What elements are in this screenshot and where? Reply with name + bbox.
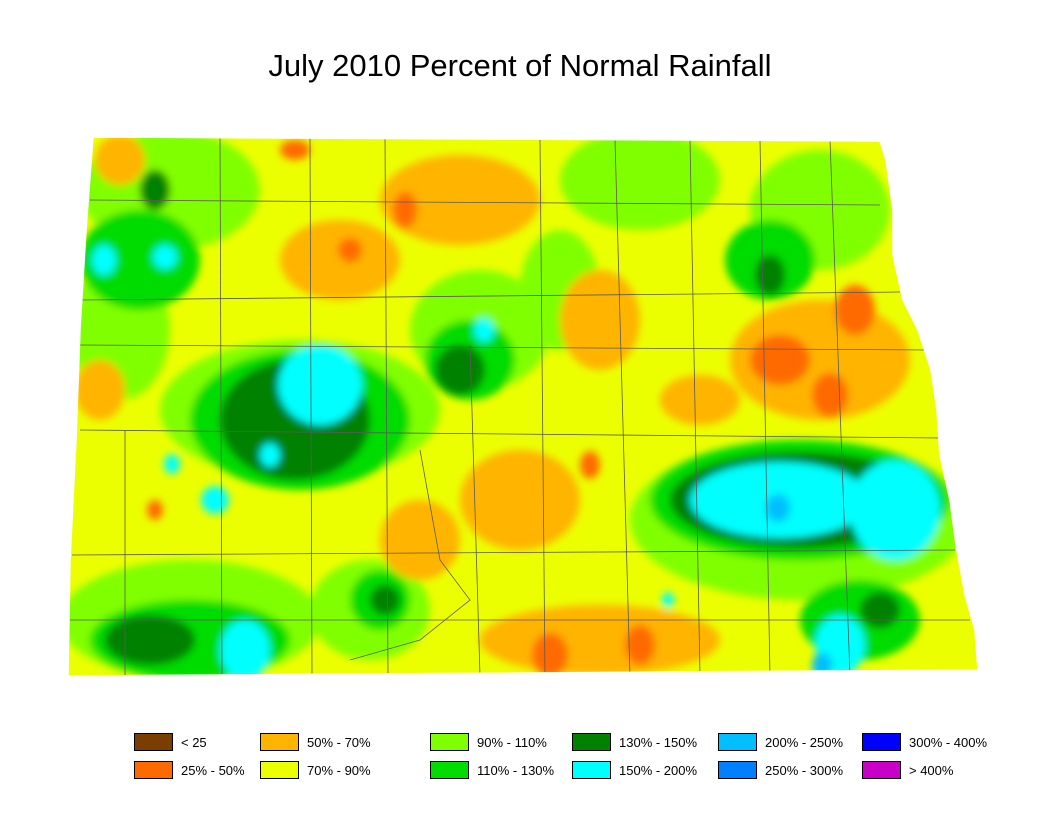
zone-25-50 <box>750 335 810 385</box>
county-line <box>614 139 631 676</box>
zone-150-200 <box>662 592 674 608</box>
state-outline <box>67 136 979 677</box>
legend-label: 50% - 70% <box>307 734 371 750</box>
zone-90-110 <box>560 137 720 230</box>
legend-swatch <box>718 733 757 751</box>
legend-label: 70% - 90% <box>307 762 371 778</box>
county-line <box>219 137 223 676</box>
legend-label: 130% - 150% <box>619 734 698 750</box>
county-lines <box>70 137 970 676</box>
zone-200-250 <box>766 494 790 522</box>
legend-item: 110% - 130% <box>430 756 572 784</box>
legend-label: 250% - 300% <box>765 762 844 778</box>
zone-150-200 <box>201 486 229 514</box>
county-line <box>759 139 771 676</box>
missouri-river <box>349 449 471 661</box>
legend-item: 90% - 110% <box>430 728 572 756</box>
zone-130-150 <box>755 255 785 295</box>
legend-swatch <box>134 733 173 751</box>
legend-label: 90% - 110% <box>477 734 547 750</box>
legend-swatch <box>430 761 469 779</box>
zone-25-50 <box>338 238 362 262</box>
legend-label: < 25 <box>181 734 207 750</box>
zone-150-200 <box>164 454 180 474</box>
legend: < 25 25% - 50% 50% - 70% 70% - 90% 90% - 110… <box>134 728 992 784</box>
zone-150-200 <box>474 318 494 342</box>
legend-swatch <box>430 733 469 751</box>
rainfall-field <box>68 137 978 676</box>
legend-label: 150% - 200% <box>619 762 698 778</box>
zone-130-150 <box>140 170 170 210</box>
county-line <box>829 139 851 676</box>
county-line <box>384 137 389 676</box>
county-line <box>539 139 546 676</box>
zone-50-70 <box>380 155 540 245</box>
legend-item: 25% - 50% <box>134 756 260 784</box>
legend-item: 70% - 90% <box>260 756 430 784</box>
legend-swatch <box>718 761 757 779</box>
legend-swatch <box>862 733 901 751</box>
legend-item: 130% - 150% <box>572 728 718 756</box>
legend-label: 300% - 400% <box>909 734 988 750</box>
zone-50-70 <box>480 605 720 675</box>
legend-label: 110% - 130% <box>477 762 555 778</box>
legend-item: > 400% <box>862 756 992 784</box>
zone-150-200 <box>278 345 362 425</box>
county-line <box>79 344 931 351</box>
legend-item: 300% - 400% <box>862 728 992 756</box>
legend-item: < 25 <box>134 728 260 756</box>
zone-25-50 <box>835 285 875 335</box>
zone-150-200 <box>220 620 270 676</box>
zone-130-150 <box>370 585 400 615</box>
legend-label: 200% - 250% <box>765 734 844 750</box>
zone-50-70 <box>660 375 740 425</box>
zone-50-70 <box>460 450 580 550</box>
zone-25-50 <box>580 451 600 479</box>
county-line <box>79 429 941 439</box>
zone-130-150 <box>105 615 195 665</box>
legend-item: 50% - 70% <box>260 728 430 756</box>
legend-item: 150% - 200% <box>572 756 718 784</box>
county-line <box>89 199 881 206</box>
zone-25-50 <box>393 192 417 228</box>
zone-50-70 <box>380 500 460 580</box>
zone-110-130 <box>80 210 200 310</box>
legend-swatch <box>134 761 173 779</box>
county-line <box>309 137 313 676</box>
legend-item: 250% - 300% <box>718 756 862 784</box>
zone-25-50 <box>280 140 310 160</box>
zone-50-70 <box>560 270 640 370</box>
zone-200-250 <box>812 653 832 676</box>
legend-swatch <box>862 761 901 779</box>
legend-item: 200% - 250% <box>718 728 862 756</box>
zone-130-150 <box>860 592 900 628</box>
zone-150-200 <box>260 443 280 467</box>
zone-25-50 <box>532 633 568 676</box>
zone-50-70 <box>95 137 145 185</box>
legend-swatch <box>260 733 299 751</box>
legend-label: > 400% <box>909 762 954 778</box>
zone-50-70 <box>280 220 400 300</box>
zone-50-70 <box>75 360 125 420</box>
zone-130-150 <box>435 345 485 395</box>
legend-swatch <box>572 733 611 751</box>
zone-150-200 <box>92 245 116 275</box>
legend-swatch <box>260 761 299 779</box>
zone-25-50 <box>625 625 655 665</box>
zone-150-200 <box>153 245 177 269</box>
zone-25-50 <box>147 500 163 520</box>
zone-150-200 <box>850 460 940 560</box>
legend-label: 25% - 50% <box>181 762 245 778</box>
county-line <box>689 139 701 676</box>
county-line <box>81 291 901 301</box>
legend-swatch <box>572 761 611 779</box>
map-title: July 2010 Percent of Normal Rainfall <box>268 48 772 83</box>
county-line <box>71 549 956 556</box>
zone-25-50 <box>812 373 848 417</box>
county-line <box>469 344 481 676</box>
